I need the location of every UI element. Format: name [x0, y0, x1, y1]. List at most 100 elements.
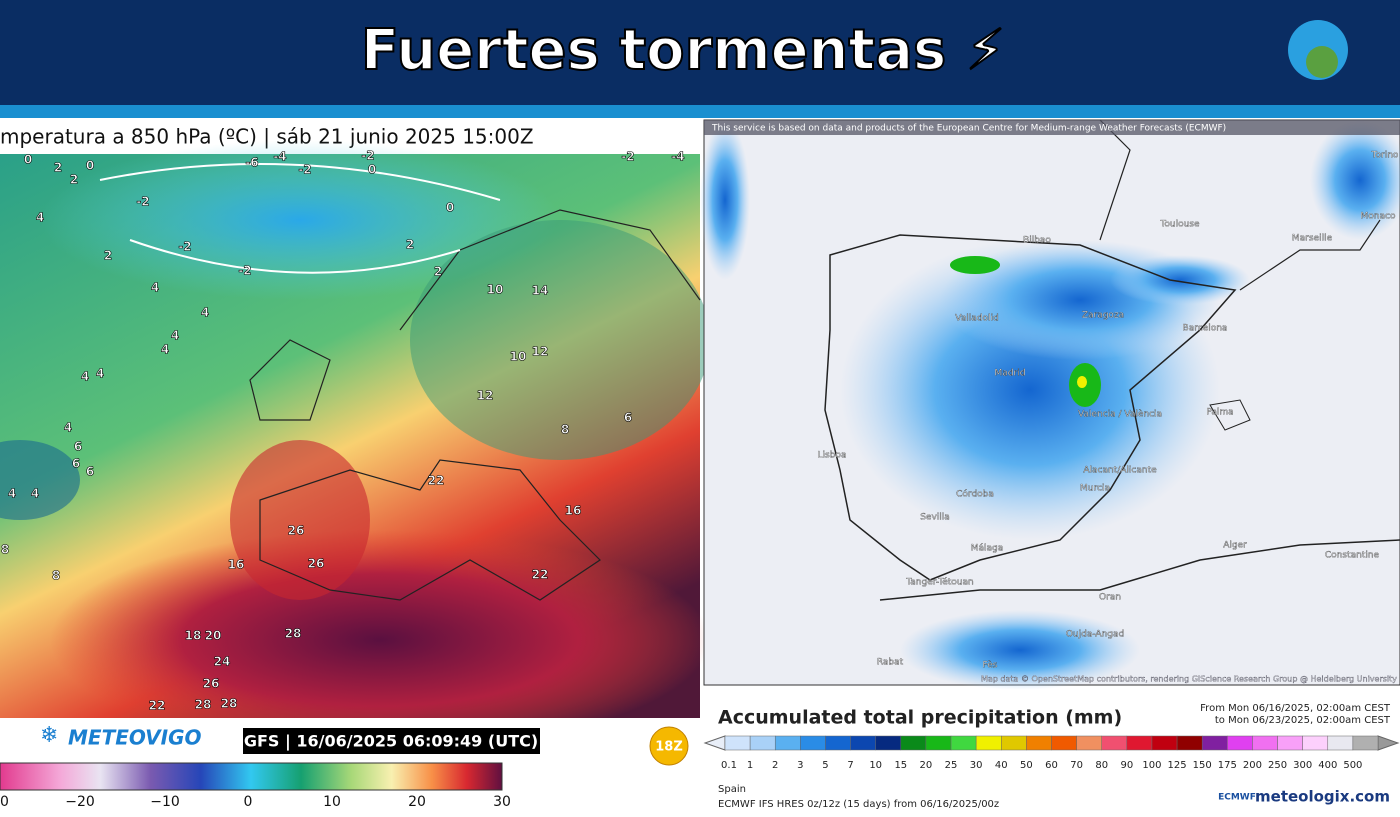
colorbar [0, 762, 503, 791]
legend-tick-label: 5 [822, 760, 828, 771]
contour-label: -6 [245, 156, 258, 170]
legend-swatch [800, 735, 826, 751]
legend-swatch [1151, 735, 1178, 751]
contour-label: 6 [74, 440, 82, 454]
legend-swatch [1176, 735, 1203, 751]
legend-tick-label: 10 [869, 760, 882, 771]
notice-bar [704, 120, 1400, 135]
legend-swatch [1001, 735, 1027, 751]
snowflake: ❄ [40, 723, 58, 748]
legend-swatch [1076, 735, 1102, 751]
contour-label: 4 [64, 421, 72, 435]
legend-title: Accumulated total precipitation (mm) [718, 707, 1122, 729]
contour-label: 4 [8, 487, 16, 501]
contour-label: 16 [565, 504, 582, 518]
city-label: Torino [1371, 151, 1399, 161]
legend-tick-label: 20 [920, 760, 933, 771]
legend-tick-label: 2 [772, 760, 778, 771]
contour-label: 2 [104, 249, 112, 263]
legend-tick-label: 0.1 [721, 760, 737, 771]
legend-tick-label: 1 [747, 760, 753, 771]
contour-label: 4 [31, 487, 39, 501]
legend-tick-label: 300 [1293, 760, 1312, 771]
city-label: Marseille [1292, 234, 1333, 244]
period-from: From Mon 06/16/2025, 02:00am CEST [1200, 703, 1391, 714]
contour-label: 28 [221, 697, 238, 711]
legend-tick-label: 50 [1020, 760, 1033, 771]
contour-label: 0 [86, 159, 94, 173]
contour-label: -4 [671, 150, 684, 164]
contour-label: 2 [406, 238, 414, 252]
contour-label: 10 [510, 350, 527, 364]
legend-swatch [825, 735, 851, 751]
legend-tick-label: 100 [1142, 760, 1161, 771]
legend-tick-label: 3 [797, 760, 803, 771]
contour-label: -2 [238, 264, 251, 278]
contour-label: 18 [185, 629, 202, 643]
contour-label: 2 [54, 161, 62, 175]
contour-label: 4 [36, 211, 44, 225]
legend-swatch [925, 735, 952, 751]
contour-label: -2 [136, 195, 149, 209]
contour-label: 4 [151, 281, 159, 295]
precipitation-map [700, 119, 1400, 690]
legend-tick-label: 500 [1343, 760, 1362, 771]
legend-tick-label: 7 [847, 760, 853, 771]
city-label: Córdoba [956, 489, 994, 500]
contour-label: 4 [201, 306, 209, 320]
contour-label: 26 [288, 524, 305, 538]
legend-swatch [1352, 735, 1379, 751]
notice: This service is based on data and produc… [711, 124, 1226, 134]
legend-swatch [1227, 735, 1253, 751]
region: Spain [718, 784, 746, 795]
contour-label: 2 [70, 173, 78, 187]
contour-label: 22 [149, 699, 166, 713]
legend-tick-label: 90 [1120, 760, 1133, 771]
legend-arrow-right [1377, 735, 1400, 751]
temperature-map [0, 140, 710, 750]
legend-tick-label: 40 [995, 760, 1008, 771]
city-label: Alger [1223, 541, 1247, 551]
colorbar-tick-label: −20 [65, 794, 95, 810]
legend-swatch [1051, 735, 1077, 751]
contour-label: 4 [81, 370, 89, 384]
city-label: Tanger-Tétouan [905, 577, 974, 588]
contour-label: -2 [621, 150, 634, 164]
legend-swatch [1252, 735, 1278, 751]
city-label: Constantine [1325, 551, 1380, 561]
legend-tick-label: 200 [1243, 760, 1262, 771]
city-label: Monaco [1361, 212, 1396, 222]
contour-label: 22 [428, 474, 445, 488]
legend-swatch [975, 735, 1002, 751]
contour-label: 12 [532, 345, 549, 359]
legend-swatch [1201, 735, 1228, 751]
legend-swatch [875, 735, 902, 751]
colorbar-tick-label: 0 [244, 794, 253, 810]
legend-swatch [1101, 735, 1128, 751]
legend-swatch [1327, 735, 1354, 751]
header-bar [0, 0, 1400, 105]
contour-label: 8 [52, 569, 60, 583]
run-label: GFS | 16/06/2025 06:09:49 (UTC) [244, 732, 538, 752]
contour-label: 26 [308, 557, 325, 571]
city-label: Oujda-Angad [1066, 630, 1124, 640]
run-box [243, 728, 540, 754]
colorbar-tick-label: 30 [493, 794, 511, 810]
city-label: Sevilla [920, 513, 950, 523]
logo [1288, 20, 1348, 80]
attribution: Map data © OpenStreetMap contributors, r… [981, 675, 1397, 684]
contour-label: 28 [195, 698, 212, 712]
contour-label: -4 [273, 150, 286, 164]
contour-label: 4 [171, 329, 179, 343]
colorbar-tick-label: 20 [408, 794, 426, 810]
contour-label: 6 [72, 457, 80, 471]
contour-label: 28 [285, 627, 302, 641]
city-label: Valladolid [955, 314, 998, 324]
logo-site: meteologix.com [1255, 788, 1390, 806]
contour-label: 4 [161, 343, 169, 357]
contour-label: 0 [446, 201, 454, 215]
legend-tick-label: 60 [1045, 760, 1058, 771]
legend-tick-label: 400 [1318, 760, 1337, 771]
city-label: Fès [983, 660, 998, 671]
city-label: Valencia / València [1078, 409, 1162, 420]
